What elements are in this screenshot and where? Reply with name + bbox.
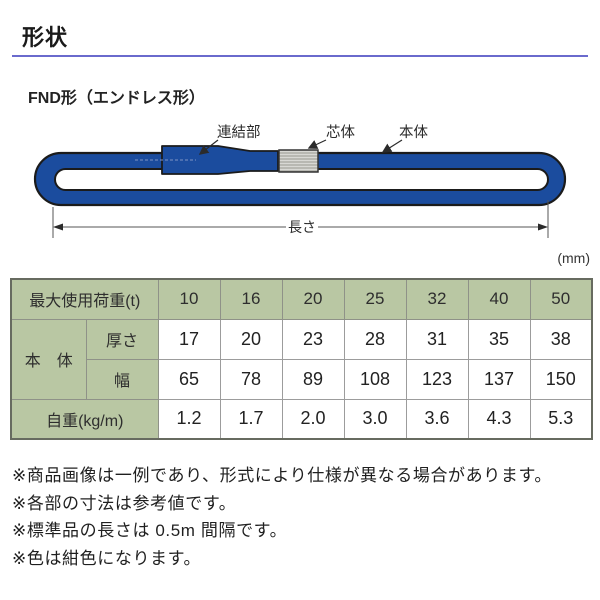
capacity-header-label: 最大使用荷重(t) — [10, 278, 159, 320]
connector-label: 連結部 — [217, 124, 261, 141]
footnote: ※色は紺色になります。 — [12, 548, 202, 568]
connector-leader-arrow — [198, 139, 219, 155]
width-value: 65 — [157, 358, 221, 400]
length-dimension — [52, 200, 549, 238]
title-underline — [12, 55, 588, 57]
body-leader-arrow — [381, 139, 403, 153]
width-value: 78 — [219, 358, 283, 400]
weight-value: 5.3 — [529, 398, 593, 440]
sling-diagram: 連結部 芯体 本体 長さ — [33, 124, 567, 238]
core-leader-arrow — [307, 139, 327, 149]
dimension-arrow-left — [53, 223, 63, 231]
capacity-value: 20 — [281, 278, 345, 320]
capacity-value: 40 — [467, 278, 531, 320]
length-label: 長さ — [288, 219, 316, 235]
weight-value: 4.3 — [467, 398, 531, 440]
capacity-value: 50 — [529, 278, 593, 320]
spec-table: 最大使用荷重(t) 10 16 20 25 32 40 50 本 体 厚さ 17… — [10, 278, 594, 440]
connector-sleeve — [135, 145, 279, 175]
body-label: 本体 — [399, 124, 428, 141]
weight-row-label: 自重(kg/m) — [10, 398, 159, 440]
product-type-subtitle: FND形（エンドレス形） — [28, 90, 205, 107]
table-row-capacity: 最大使用荷重(t) 10 16 20 25 32 40 50 — [10, 278, 593, 320]
thickness-value: 38 — [529, 318, 593, 360]
dimension-arrow-right — [538, 223, 548, 231]
width-value: 150 — [529, 358, 593, 400]
weight-value: 1.2 — [157, 398, 221, 440]
capacity-value: 25 — [343, 278, 407, 320]
capacity-value: 10 — [157, 278, 221, 320]
capacity-value: 32 — [405, 278, 469, 320]
table-row-weight: 自重(kg/m) 1.2 1.7 2.0 3.0 3.6 4.3 5.3 — [10, 398, 593, 440]
footnote: ※商品画像は一例であり、形式により仕様が異なる場合があります。 — [12, 466, 552, 485]
width-value: 108 — [343, 358, 407, 400]
thickness-value: 28 — [343, 318, 407, 360]
thickness-value: 23 — [281, 318, 345, 360]
core-label: 芯体 — [326, 124, 355, 141]
weight-value: 2.0 — [281, 398, 345, 440]
page-title: 形状 — [22, 25, 69, 50]
weight-value: 3.6 — [405, 398, 469, 440]
table-row-thickness: 本 体 厚さ 17 20 23 28 31 35 38 — [10, 318, 593, 400]
thickness-value: 20 — [219, 318, 283, 360]
core-section — [278, 149, 319, 173]
footnote: ※各部の寸法は参考値です。 — [12, 493, 237, 513]
body-row-label: 本 体 — [10, 318, 87, 400]
footnotes: ※商品画像は一例であり、形式により仕様が異なる場合があります。 ※各部の寸法は参… — [12, 462, 596, 572]
thickness-value: 35 — [467, 318, 531, 360]
unit-note: (mm) — [557, 250, 590, 266]
footnote: ※標準品の長さは 0.5m 間隔です。 — [12, 521, 288, 540]
thickness-value: 31 — [405, 318, 469, 360]
table-row-width: 幅 65 78 89 108 123 137 150 — [11, 358, 593, 400]
capacity-value: 16 — [219, 278, 283, 320]
width-value: 123 — [405, 358, 469, 400]
width-value: 137 — [467, 358, 531, 400]
width-label: 幅 — [85, 358, 159, 400]
weight-value: 3.0 — [343, 398, 407, 440]
width-value: 89 — [281, 358, 345, 400]
weight-value: 1.7 — [219, 398, 283, 440]
thickness-label: 厚さ — [85, 318, 159, 360]
thickness-value: 17 — [157, 318, 221, 360]
